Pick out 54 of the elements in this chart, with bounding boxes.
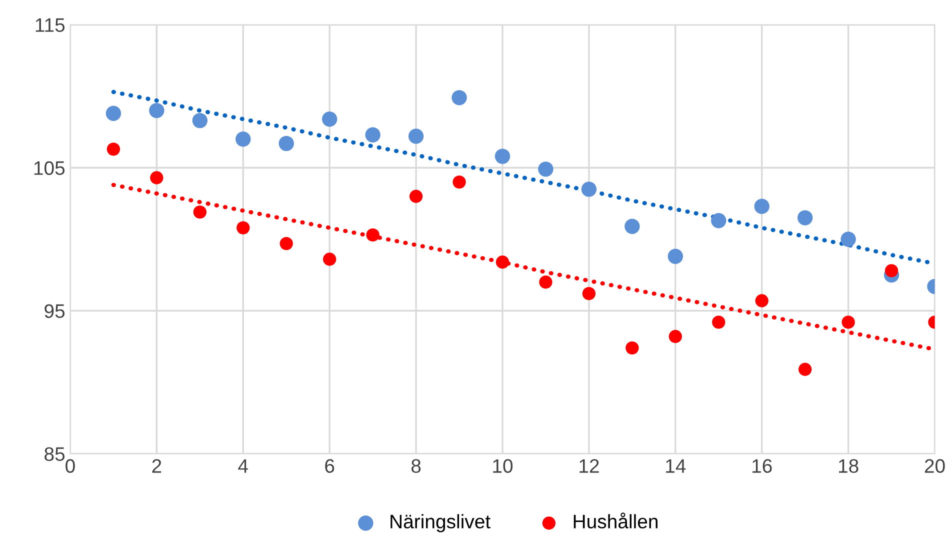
- x-tick-label: 16: [752, 459, 772, 473]
- point: [581, 182, 597, 197]
- point: [798, 362, 812, 376]
- point: [496, 256, 510, 269]
- point: [149, 102, 164, 118]
- x-tick-label: 10: [493, 459, 513, 473]
- point: [322, 112, 338, 127]
- point: [754, 198, 770, 214]
- point: [494, 148, 510, 164]
- point: [712, 316, 726, 329]
- legend-label: Hushållen: [574, 512, 658, 528]
- x-tick-label: 18: [838, 459, 858, 473]
- x-tick-label: 20: [924, 459, 945, 473]
- point: [840, 232, 856, 247]
- point: [884, 264, 898, 278]
- point: [365, 127, 380, 142]
- point: [150, 171, 164, 184]
- y-tick-label: 105: [34, 161, 65, 175]
- x-tick-label: 0: [66, 459, 75, 473]
- point: [452, 175, 466, 189]
- x-tick-label: 12: [580, 459, 599, 473]
- point: [624, 218, 640, 234]
- x-tick-label: 4: [238, 459, 248, 473]
- point: [323, 252, 336, 266]
- point: [755, 294, 768, 308]
- y-tick-label: 85: [44, 447, 65, 461]
- x-tick-label: 2: [152, 459, 162, 473]
- point: [797, 210, 813, 226]
- point: [366, 228, 380, 242]
- point: [711, 213, 726, 228]
- point: [409, 190, 423, 203]
- point: [280, 236, 293, 250]
- point: [538, 162, 554, 177]
- point: [452, 90, 467, 106]
- point: [192, 112, 208, 128]
- point: [236, 132, 251, 147]
- legend-label: Näringslivet: [390, 514, 490, 532]
- point: [106, 106, 122, 122]
- point: [539, 276, 552, 289]
- y-tick-label: 95: [44, 304, 65, 318]
- point: [408, 128, 424, 144]
- x-tick-label: 8: [411, 459, 421, 473]
- point: [106, 142, 120, 156]
- x-tick-label: 6: [325, 459, 334, 473]
- point: [668, 248, 684, 264]
- point: [236, 221, 250, 234]
- x-tick-label: 14: [666, 459, 686, 473]
- point: [278, 136, 294, 152]
- point: [668, 330, 682, 344]
- point: [626, 341, 639, 355]
- point: [582, 287, 596, 300]
- y-tick-label: 115: [36, 18, 65, 32]
- point: [193, 205, 206, 219]
- point: [842, 316, 855, 329]
